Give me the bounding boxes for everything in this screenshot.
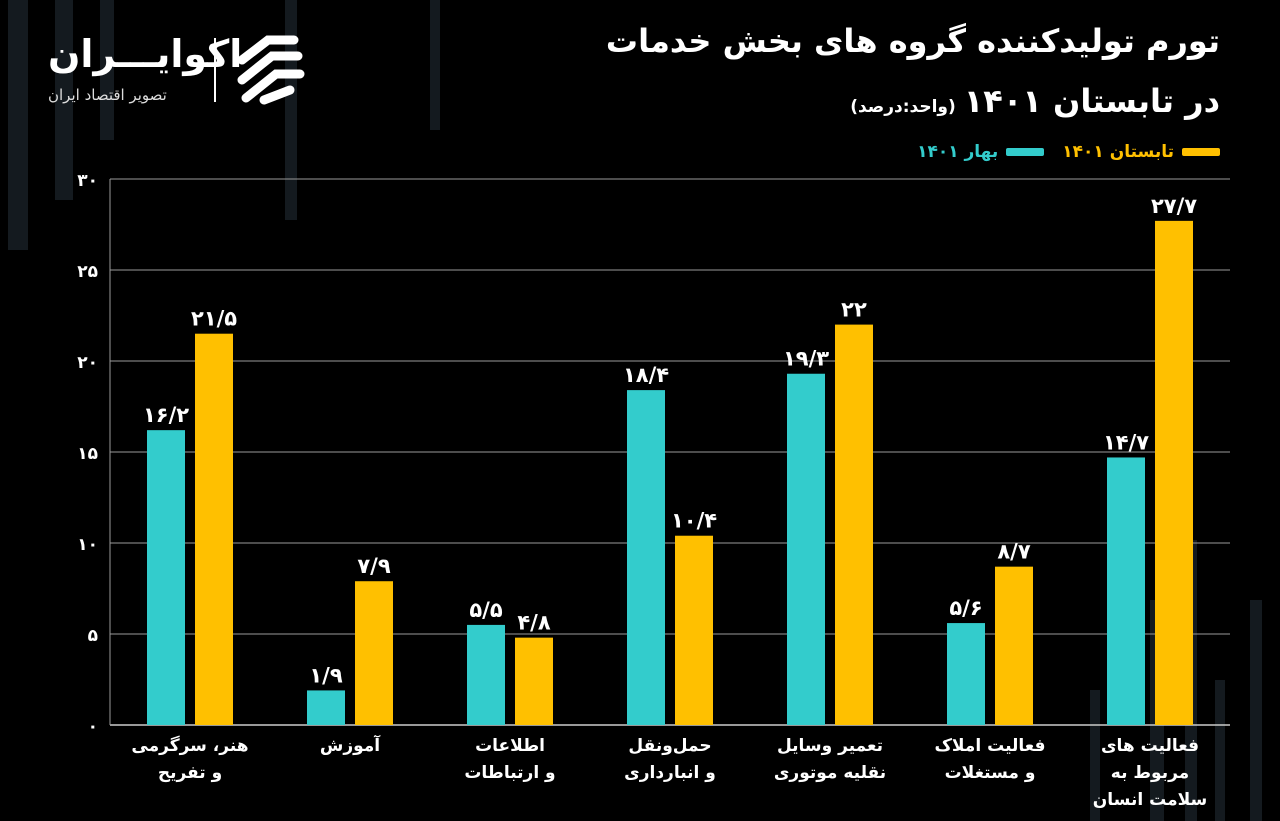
- legend-item-summer: تابستان ۱۴۰۱: [1062, 142, 1220, 162]
- bar-spring: [627, 390, 665, 725]
- legend-item-spring: بهار ۱۴۰۱: [917, 142, 1045, 162]
- data-label: ۱۹/۳: [783, 347, 829, 371]
- subtitle-text: در تابستان ۱۴۰۱: [963, 82, 1220, 120]
- data-label: ۱۴/۷: [1103, 430, 1149, 454]
- category-label: تعمیر وسایل: [777, 736, 883, 756]
- data-label: ۲۷/۷: [1151, 194, 1197, 218]
- data-label: ۱۰/۴: [671, 509, 717, 533]
- bar-spring: [1107, 457, 1145, 725]
- unit-label: (واحد:درصد): [850, 97, 956, 117]
- category-label: و انبارداری: [624, 763, 716, 783]
- background-bar: [1250, 600, 1262, 821]
- background-bar: [100, 0, 114, 140]
- bar-summer: [1155, 220, 1193, 726]
- data-label: ۸/۷: [997, 540, 1030, 564]
- y-tick-label: ۲۰: [77, 353, 98, 373]
- logo-divider: [214, 38, 216, 102]
- data-label: ۴/۸: [517, 611, 550, 635]
- category-label: و تفریح: [158, 763, 222, 783]
- chart-subtitle: در تابستان ۱۴۰۱ (واحد:درصد): [850, 82, 1220, 120]
- data-label: ۱۶/۲: [143, 403, 189, 427]
- category-label: سلامت انسان: [1093, 790, 1207, 810]
- category-label: آموزش: [320, 734, 381, 756]
- category-label: مربوط به: [1111, 763, 1189, 783]
- bar-spring: [147, 430, 185, 725]
- y-tick-label: ۰: [88, 717, 98, 737]
- category-label: فعالیت املاک: [934, 736, 1045, 756]
- bar-spring: [467, 624, 505, 725]
- background-bar: [1090, 690, 1100, 821]
- bar-spring: [307, 690, 345, 725]
- logo-mark-icon: [237, 35, 305, 105]
- background-bar: [8, 0, 28, 250]
- bar-summer: [995, 566, 1033, 725]
- bar-summer: [195, 333, 233, 725]
- y-tick-label: ۵: [88, 626, 98, 646]
- y-tick-label: ۳۰: [77, 171, 98, 191]
- bar-spring: [787, 373, 825, 725]
- category-label: فعالیت های: [1101, 736, 1199, 756]
- category-label: و ارتباطات: [464, 763, 555, 783]
- data-label: ۱۸/۴: [623, 363, 669, 387]
- category-label: اطلاعات: [475, 736, 545, 756]
- bar-spring: [947, 623, 985, 725]
- data-label: ۵/۶: [949, 596, 982, 620]
- bar-summer: [515, 637, 553, 725]
- category-label: حمل‌ونقل: [628, 736, 711, 756]
- data-label: ۱/۹: [309, 663, 342, 687]
- chart-title: تورم تولیدکننده گروه های بخش خدمات: [605, 22, 1220, 60]
- category-label: هنر، سرگرمی: [131, 735, 248, 756]
- logo-name: اکوایـــران: [48, 32, 243, 76]
- legend-label-summer: تابستان ۱۴۰۱: [1062, 142, 1174, 162]
- data-label: ۲۱/۵: [191, 307, 237, 331]
- y-tick-label: ۱۵: [77, 444, 98, 464]
- background-bar: [1215, 680, 1225, 821]
- background-bar: [430, 0, 440, 130]
- y-tick-label: ۲۵: [77, 262, 98, 282]
- bar-summer: [355, 581, 393, 725]
- y-tick-label: ۱۰: [77, 535, 98, 555]
- legend-swatch-spring: [1006, 148, 1045, 156]
- data-label: ۲۲: [841, 298, 867, 322]
- logo: اکوایـــران تصویر اقتصاد ایران: [48, 30, 318, 110]
- legend-swatch-summer: [1182, 148, 1220, 156]
- data-label: ۵/۵: [469, 598, 502, 622]
- bar-summer: [835, 324, 873, 725]
- data-label: ۷/۹: [357, 554, 390, 578]
- logo-subtitle: تصویر اقتصاد ایران: [48, 86, 167, 104]
- category-label: نقلیه موتوری: [774, 763, 886, 783]
- background-bar: [55, 0, 73, 200]
- legend-label-spring: بهار ۱۴۰۱: [917, 142, 999, 162]
- category-label: و مستغلات: [945, 763, 1036, 783]
- bar-summer: [675, 535, 713, 725]
- legend: تابستان ۱۴۰۱ بهار ۱۴۰۱: [917, 142, 1220, 162]
